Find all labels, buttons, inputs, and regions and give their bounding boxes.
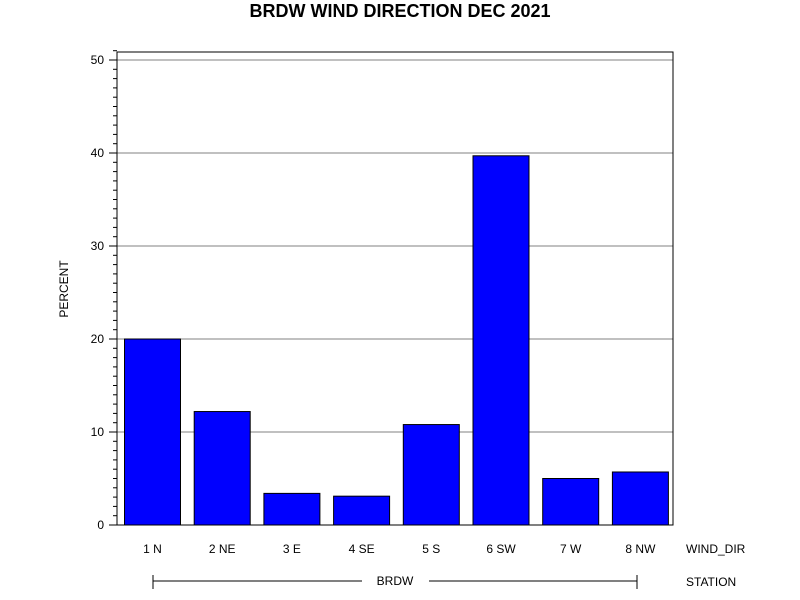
y-tick-label: 50 [91, 53, 105, 67]
bar [402, 424, 460, 526]
bar [263, 492, 321, 526]
station-group-axis: BRDW [152, 574, 638, 589]
bar [542, 478, 600, 526]
bar [611, 471, 669, 526]
bar [193, 411, 251, 526]
x-tick-label: 1 N [143, 542, 162, 556]
y-axis: 0 10 20 30 40 50 [91, 50, 117, 532]
y-tick-label: 30 [91, 239, 105, 253]
bars [124, 155, 669, 526]
x-tick-label: 7 W [560, 542, 582, 556]
group-axis-label: STATION [686, 575, 736, 589]
chart-title: BRDW WIND DIRECTION DEC 2021 [249, 1, 550, 21]
x-tick-label: 3 E [283, 542, 301, 556]
bar [333, 495, 391, 526]
y-tick-label: 10 [91, 425, 105, 439]
y-tick-label: 40 [91, 146, 105, 160]
y-axis-label: PERCENT [57, 260, 71, 318]
x-axis-tick-labels: 1 N 2 NE 3 E 4 SE 5 S 6 SW 7 W 8 NW [143, 542, 656, 556]
x-tick-label: 5 S [422, 542, 440, 556]
x-tick-label: 6 SW [486, 542, 516, 556]
bar [124, 338, 181, 526]
y-tick-label: 0 [97, 518, 104, 532]
gridlines [117, 59, 673, 433]
x-tick-label: 2 NE [209, 542, 236, 556]
x-axis-label: WIND_DIR [686, 542, 746, 556]
x-tick-label: 4 SE [349, 542, 375, 556]
x-tick-label: 8 NW [625, 542, 656, 556]
plot-frame [116, 51, 674, 526]
y-tick-label: 20 [91, 332, 105, 346]
group-name: BRDW [377, 574, 414, 588]
bar [472, 155, 530, 526]
